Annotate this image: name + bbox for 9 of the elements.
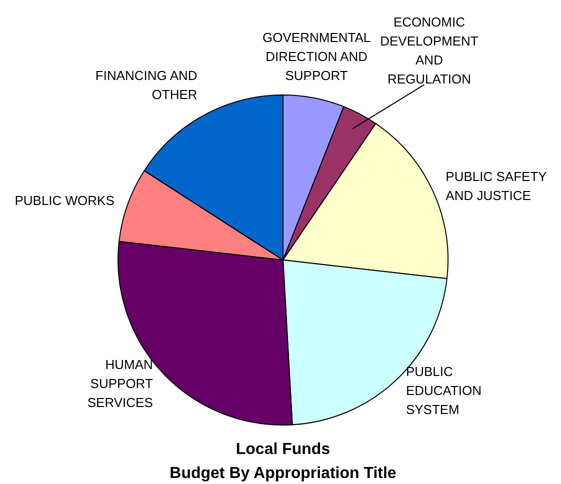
slice-label: ECONOMIC DEVELOPMENT AND REGULATION bbox=[380, 14, 478, 87]
slice-label: PUBLIC WORKS bbox=[14, 192, 115, 208]
text: Budget By Appropriation Title bbox=[170, 465, 396, 482]
slice-label: PUBLIC SAFETY AND JUSTICE bbox=[446, 168, 548, 203]
slice-label: PUBLIC EDUCATION SYSTEM bbox=[406, 364, 482, 418]
slice-label: HUMAN SUPPORT SERVICES bbox=[87, 356, 154, 410]
slice-label: GOVERNMENTAL DIRECTION AND SUPPORT bbox=[262, 30, 371, 84]
slice-label: FINANCING AND OTHER bbox=[95, 68, 198, 102]
text: Local Funds bbox=[236, 441, 330, 458]
